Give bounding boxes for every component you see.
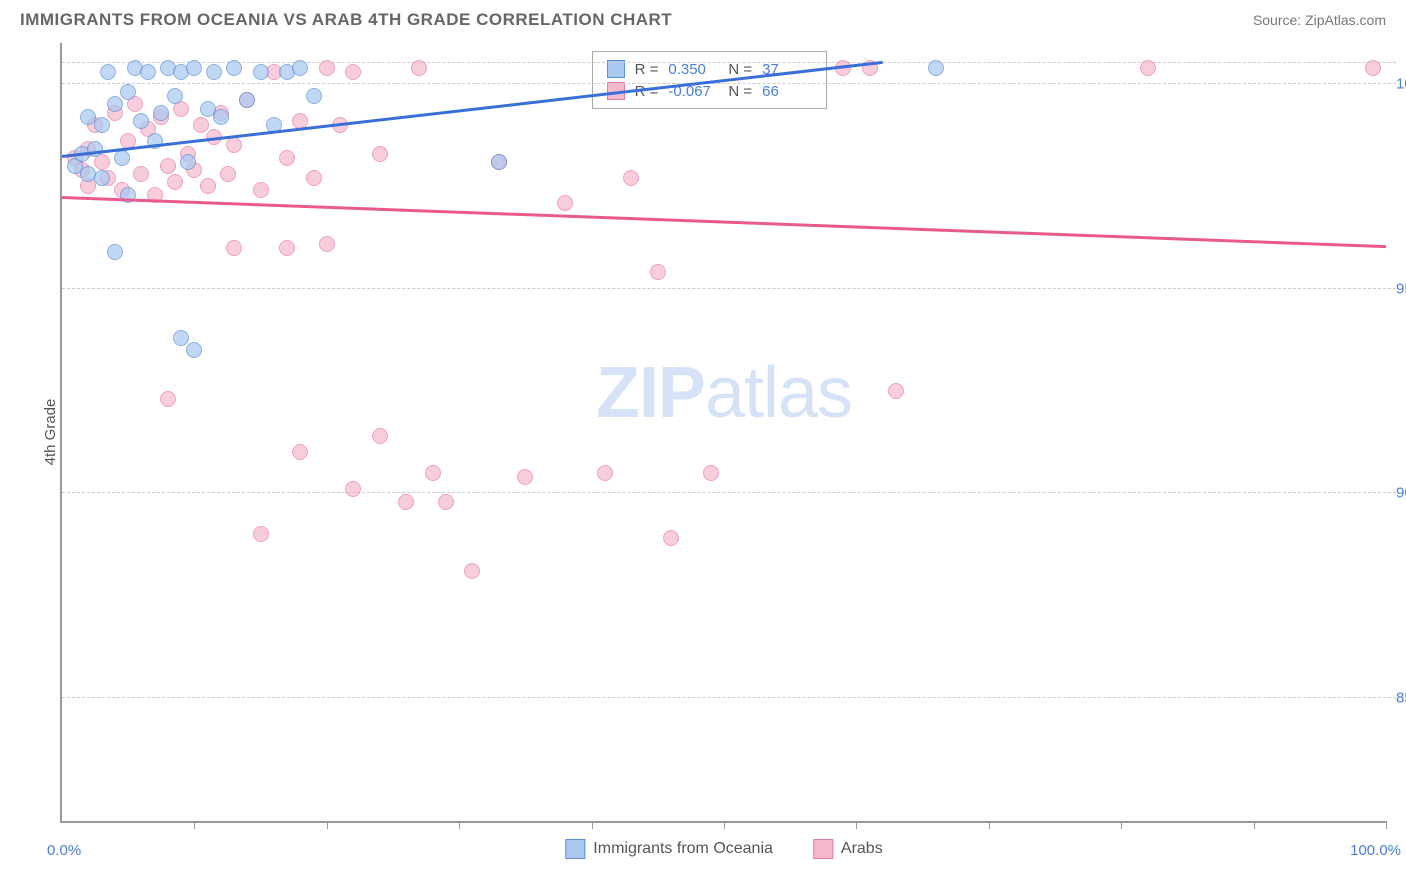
x-tick [1121, 821, 1122, 829]
stats-row-series1: R = 0.350 N = 37 [607, 58, 813, 80]
x-tick [194, 821, 195, 829]
scatter-point [319, 236, 335, 252]
grid-line [62, 492, 1396, 493]
scatter-point [167, 174, 183, 190]
scatter-point [226, 137, 242, 153]
scatter-point [140, 64, 156, 80]
scatter-point [160, 158, 176, 174]
grid-line [62, 697, 1396, 698]
scatter-point [425, 465, 441, 481]
x-axis-max-label: 100.0% [1350, 842, 1401, 859]
scatter-point [372, 146, 388, 162]
scatter-point [226, 60, 242, 76]
y-tick-label: 100.0% [1396, 75, 1406, 92]
scatter-point [114, 150, 130, 166]
scatter-point [438, 494, 454, 510]
trend-line [62, 196, 1386, 248]
scatter-point [597, 465, 613, 481]
scatter-point [167, 88, 183, 104]
y-tick-label: 85.0% [1396, 690, 1406, 707]
chart-header: IMMIGRANTS FROM OCEANIA VS ARAB 4TH GRAD… [0, 0, 1406, 38]
grid-line [62, 288, 1396, 289]
scatter-point [226, 240, 242, 256]
scatter-point [1140, 60, 1156, 76]
legend-item-series2: Arabs [813, 839, 883, 859]
scatter-point [928, 60, 944, 76]
scatter-point [186, 342, 202, 358]
watermark: ZIPatlas [596, 352, 852, 434]
scatter-point [94, 117, 110, 133]
scatter-point [133, 113, 149, 129]
scatter-point [193, 117, 209, 133]
scatter-point [107, 96, 123, 112]
scatter-point [186, 60, 202, 76]
scatter-point [279, 240, 295, 256]
y-axis-title: 4th Grade [42, 399, 59, 466]
scatter-point [100, 64, 116, 80]
chart-source: Source: ZipAtlas.com [1253, 12, 1386, 28]
scatter-point [888, 383, 904, 399]
scatter-point [703, 465, 719, 481]
y-tick-label: 95.0% [1396, 280, 1406, 297]
x-axis-min-label: 0.0% [47, 842, 81, 859]
chart-legend: Immigrants from Oceania Arabs [565, 839, 882, 859]
scatter-point [107, 244, 123, 260]
scatter-point [372, 428, 388, 444]
scatter-point [398, 494, 414, 510]
scatter-point [153, 105, 169, 121]
x-tick [1254, 821, 1255, 829]
legend-swatch-series1 [565, 839, 585, 859]
scatter-point [253, 526, 269, 542]
scatter-point [306, 170, 322, 186]
scatter-point [557, 195, 573, 211]
scatter-point [345, 481, 361, 497]
scatter-chart: ZIPatlas 4th Grade 0.0% 100.0% R = 0.350… [60, 43, 1386, 823]
legend-swatch-series2 [813, 839, 833, 859]
x-tick [327, 821, 328, 829]
scatter-point [663, 530, 679, 546]
legend-item-series1: Immigrants from Oceania [565, 839, 773, 859]
scatter-point [133, 166, 149, 182]
scatter-point [180, 154, 196, 170]
scatter-point [220, 166, 236, 182]
scatter-point [206, 64, 222, 80]
scatter-point [464, 563, 480, 579]
scatter-point [345, 64, 361, 80]
scatter-point [650, 264, 666, 280]
scatter-point [319, 60, 335, 76]
scatter-point [623, 170, 639, 186]
scatter-point [253, 64, 269, 80]
scatter-point [517, 469, 533, 485]
scatter-point [239, 92, 255, 108]
scatter-point [173, 330, 189, 346]
scatter-point [292, 60, 308, 76]
x-tick [724, 821, 725, 829]
scatter-point [94, 170, 110, 186]
scatter-point [1365, 60, 1381, 76]
scatter-point [253, 182, 269, 198]
scatter-point [292, 444, 308, 460]
x-tick [856, 821, 857, 829]
scatter-point [213, 109, 229, 125]
x-tick [592, 821, 593, 829]
y-tick-label: 90.0% [1396, 485, 1406, 502]
scatter-point [306, 88, 322, 104]
scatter-point [120, 84, 136, 100]
scatter-point [200, 178, 216, 194]
scatter-point [491, 154, 507, 170]
scatter-point [411, 60, 427, 76]
x-tick [459, 821, 460, 829]
scatter-point [279, 150, 295, 166]
x-tick [1386, 821, 1387, 829]
chart-title: IMMIGRANTS FROM OCEANIA VS ARAB 4TH GRAD… [20, 10, 672, 30]
x-tick [989, 821, 990, 829]
grid-line [62, 83, 1396, 84]
scatter-point [160, 391, 176, 407]
